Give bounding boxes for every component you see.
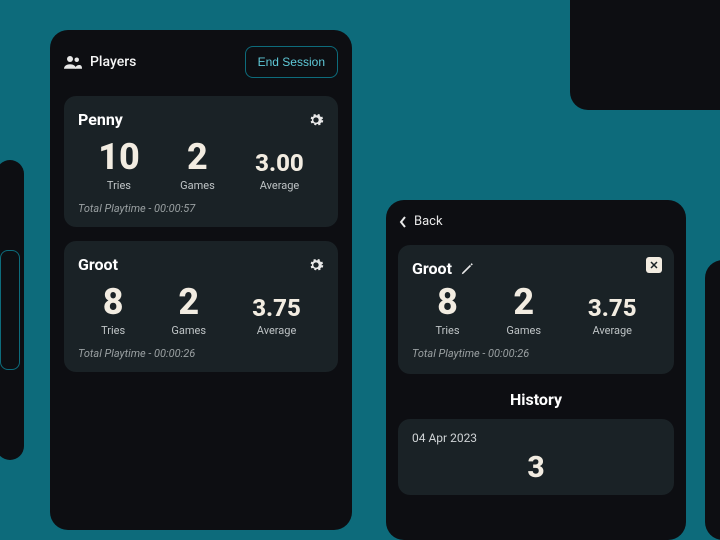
history-title: History: [398, 390, 674, 409]
stat-games-value: 2: [506, 284, 541, 320]
player-name: Penny: [78, 110, 123, 129]
player-detail-card: ✕ Groot 8 Tries 2 Games 3.75 Average Total …: [398, 245, 674, 374]
playtime-text: Total Playtime - 00:00:57: [78, 202, 324, 215]
panel-edge-left: [0, 160, 24, 460]
stat-avg-label: Average: [252, 324, 301, 337]
back-button[interactable]: Back: [398, 214, 674, 229]
stat-tries-value: 10: [98, 139, 140, 175]
stat-tries-label: Tries: [435, 324, 459, 337]
player-name: Groot: [78, 255, 118, 274]
stat-avg-label: Average: [588, 324, 637, 337]
panel-edge-top-right: [570, 0, 720, 110]
stat-tries-value: 8: [435, 284, 459, 320]
playtime-text: Total Playtime - 00:00:26: [412, 347, 660, 360]
stat-avg-value: 3.75: [252, 296, 301, 320]
player-card[interactable]: Groot 8 Tries 2 Games 3.75 Average Total Pl…: [64, 241, 338, 372]
gear-icon[interactable]: [308, 112, 324, 128]
pencil-icon[interactable]: [460, 262, 474, 276]
stat-tries-label: Tries: [101, 324, 125, 337]
players-header: Players End Session: [64, 46, 338, 78]
panel-edge-far-right: [705, 260, 720, 540]
stat-games-value: 2: [180, 139, 215, 175]
stat-avg-value: 3.75: [588, 296, 637, 320]
chevron-left-icon: [398, 216, 408, 228]
history-value: 3: [412, 453, 660, 483]
stat-games-label: Games: [506, 324, 541, 337]
history-date: 04 Apr 2023: [412, 431, 660, 445]
detail-player-name: Groot: [412, 259, 660, 278]
stat-games-label: Games: [180, 179, 215, 192]
player-card[interactable]: Penny 10 Tries 2 Games 3.00 Average Total P…: [64, 96, 338, 227]
stat-avg-value: 3.00: [255, 151, 304, 175]
history-card[interactable]: 04 Apr 2023 3: [398, 419, 674, 495]
players-panel: Players End Session Penny 10 Tries 2 Games…: [50, 30, 352, 530]
stat-games-label: Games: [171, 324, 206, 337]
stat-games-value: 2: [171, 284, 206, 320]
player-detail-panel: Back ✕ Groot 8 Tries 2 Games 3.75 Average T…: [386, 200, 686, 540]
playtime-text: Total Playtime - 00:00:26: [78, 347, 324, 360]
players-title: Players: [90, 54, 136, 70]
stat-tries-label: Tries: [98, 179, 140, 192]
back-label: Back: [414, 214, 443, 229]
end-session-button[interactable]: End Session: [245, 46, 338, 78]
stat-tries-value: 8: [101, 284, 125, 320]
gear-icon[interactable]: [308, 257, 324, 273]
stat-avg-label: Average: [255, 179, 304, 192]
users-icon: [64, 55, 82, 69]
close-icon[interactable]: ✕: [646, 257, 662, 273]
